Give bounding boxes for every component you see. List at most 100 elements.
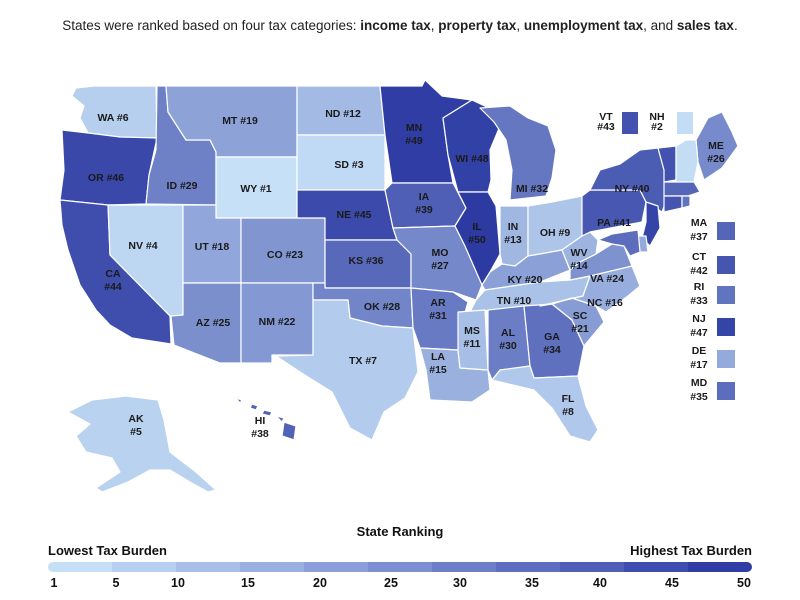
- legend-ticks: 1 5 10 15 20 25 30 35 40 45 50: [48, 576, 752, 592]
- state-label-mo: MO #27: [431, 247, 449, 272]
- state-label-or: OR #46: [88, 172, 124, 184]
- state-label-va: VA #24: [590, 273, 624, 285]
- legend-tick-label: 35: [525, 576, 539, 590]
- legend-swatch: [560, 562, 624, 572]
- state-label-nc: NC #16: [587, 297, 623, 309]
- state-nh: [675, 139, 699, 185]
- state-ct: [663, 195, 683, 213]
- legend-swatch: [112, 562, 176, 572]
- state-ri: [681, 195, 691, 209]
- state-label-nh: NH #2: [649, 111, 664, 133]
- state-label-tn: TN #10: [497, 295, 532, 307]
- callout-box-nj: [717, 318, 735, 336]
- state-label-me: ME #26: [707, 140, 725, 165]
- callout-box-ri: [717, 286, 735, 304]
- state-labels: WA #6 OR #46 CA #44 NV #4 ID #29 MT #19 WY #1 UT…: [88, 108, 735, 440]
- state-ak: [67, 395, 217, 493]
- state-label-ar: AR #31: [429, 297, 447, 322]
- state-label-ga: GA #34: [543, 331, 561, 356]
- state-label-in: IN #13: [504, 221, 522, 246]
- state-label-nd: ND #12: [325, 108, 361, 120]
- us-tax-burden-map: WA #6 OR #46 CA #44 NV #4 ID #29 MT #19 WY #1 UT…: [59, 79, 739, 493]
- state-label-ia: IA #39: [415, 191, 433, 216]
- state-label-ma: MA #37: [690, 217, 708, 243]
- legend-swatch: [688, 562, 752, 572]
- state-tx: [275, 299, 419, 441]
- state-label-mt: MT #19: [222, 115, 258, 127]
- state-label-ms: MS #11: [464, 325, 481, 350]
- state-label-fl: FL #8: [562, 393, 575, 418]
- state-label-sd: SD #3: [334, 159, 363, 171]
- subtitle-period: .: [733, 18, 738, 33]
- state-label-ny: NY #40: [615, 183, 650, 195]
- callout-box-ma: [717, 222, 735, 240]
- callout-box-md: [717, 382, 735, 400]
- legend-swatch: [240, 562, 304, 572]
- state-label-wa: WA #6: [97, 112, 128, 124]
- state-label-ri: RI #33: [690, 281, 708, 307]
- state-label-ne: NE #45: [336, 209, 371, 221]
- state-label-nv: NV #4: [128, 240, 157, 252]
- category-income-tax: income tax: [360, 18, 431, 33]
- state-label-de: DE #17: [690, 345, 708, 371]
- state-label-mi: MI #32: [516, 183, 548, 195]
- state-label-wi: WI #48: [455, 153, 488, 165]
- state-label-md: MD #35: [690, 377, 708, 403]
- state-label-ks: KS #36: [348, 255, 383, 267]
- state-label-tx: TX #7: [349, 355, 377, 367]
- state-label-il: IL #50: [468, 221, 486, 246]
- legend-swatch: [368, 562, 432, 572]
- legend-tick-label: 50: [737, 576, 751, 590]
- state-pa: [581, 189, 647, 237]
- state-hi: [235, 397, 297, 441]
- legend-tick-label: 5: [112, 576, 120, 590]
- map-subtitle: States were ranked based on four tax cat…: [62, 18, 738, 33]
- state-fl: [491, 365, 599, 443]
- legend-tick-label: 30: [453, 576, 467, 590]
- legend-tick-label: 1: [50, 576, 58, 590]
- state-or: [59, 129, 158, 206]
- legend-swatch: [496, 562, 560, 572]
- legend-tick-label: 10: [171, 576, 185, 590]
- state-md: [597, 229, 641, 257]
- state-label-al: AL #30: [499, 327, 517, 352]
- state-nj: [641, 201, 661, 247]
- state-mi: [479, 105, 557, 201]
- category-sales-tax: sales tax: [676, 18, 734, 33]
- state-ms: [457, 309, 489, 371]
- legend-tick-label: 15: [241, 576, 255, 590]
- state-label-mn: MN #49: [405, 122, 423, 147]
- state-label-ok: OK #28: [364, 301, 400, 313]
- callout-box-nh: [677, 112, 693, 134]
- legend-swatch: [624, 562, 688, 572]
- legend-swatch: [304, 562, 368, 572]
- state-label-ca: CA #44: [104, 268, 122, 293]
- legend-title: State Ranking: [356, 524, 444, 539]
- state-nc: [539, 265, 641, 313]
- legend-swatch: [432, 562, 496, 572]
- state-label-ky: KY #20: [508, 274, 543, 286]
- state-label-nj: NJ #47: [690, 313, 708, 339]
- state-label-id: ID #29: [167, 180, 198, 192]
- state-label-az: AZ #25: [196, 317, 231, 329]
- state-shapes: [59, 79, 739, 493]
- state-vt: [657, 145, 677, 183]
- legend-tick-label: 45: [665, 576, 679, 590]
- state-wi: [442, 99, 501, 193]
- legend-color-bar: [48, 562, 752, 572]
- legend-tick-label: 25: [384, 576, 398, 590]
- callout-box-vt: [622, 112, 638, 134]
- legend-tick-label: 40: [593, 576, 607, 590]
- subtitle-prefix: States were ranked based on four tax cat…: [62, 18, 361, 33]
- state-label-la: LA #15: [429, 351, 447, 376]
- legend-swatch: [48, 562, 112, 572]
- state-label-wy: WY #1: [240, 183, 271, 195]
- state-ma: [663, 181, 701, 197]
- state-label-ct: CT #42: [690, 251, 708, 277]
- state-label-pa: PA #41: [597, 217, 631, 229]
- callout-box-de: [717, 350, 735, 368]
- category-property-tax: property tax: [438, 18, 517, 33]
- state-label-wv: WV #14: [570, 247, 588, 272]
- subtitle-and: , and: [643, 18, 677, 33]
- state-label-co: CO #23: [267, 249, 303, 261]
